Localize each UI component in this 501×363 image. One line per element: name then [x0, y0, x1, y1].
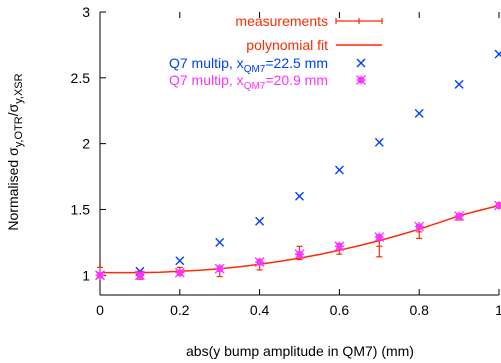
- legend-label-blue-sub: QM7: [244, 64, 266, 75]
- x-tick-label: 0: [96, 302, 104, 318]
- legend-label-magenta: Q7 multip, xQM7=20.9 mm: [169, 72, 328, 92]
- magenta-point: [334, 241, 345, 252]
- x-tick-label: 0.8: [409, 302, 429, 318]
- legend-swatch-blue: [356, 58, 366, 68]
- y-tick-label: 2: [82, 136, 90, 152]
- y-tick-label: 2.5: [71, 70, 91, 86]
- x-tick-label: 0.4: [250, 302, 270, 318]
- magenta-point: [214, 263, 225, 274]
- legend-label-blue-tail: =22.5 mm: [265, 55, 328, 71]
- legend-label-magenta-tail: =20.9 mm: [265, 72, 328, 88]
- x-tick-label: 1: [495, 302, 501, 318]
- magenta-point: [454, 211, 465, 221]
- legend-swatch-measurements: [335, 18, 383, 24]
- magenta-point: [294, 249, 305, 260]
- magenta-point: [174, 267, 185, 278]
- legend-label-magenta-main: Q7 multip, x: [169, 72, 244, 88]
- y-tick-label: 1: [82, 267, 90, 283]
- blue-x-point: [255, 216, 265, 226]
- blue-x-point: [215, 237, 225, 247]
- blue-x-point: [454, 79, 464, 89]
- magenta-point: [134, 270, 145, 281]
- blue-x-point: [374, 137, 384, 147]
- blue-x-point: [494, 49, 501, 59]
- legend-label-magenta-sub: QM7: [244, 81, 266, 92]
- magenta-point: [494, 200, 501, 211]
- legend-label-fit: polynomial fit: [246, 37, 328, 53]
- blue-x-point: [414, 108, 424, 118]
- magenta-point: [95, 270, 105, 281]
- y-axis-label-main: Normalised σ: [5, 147, 21, 231]
- blue-x-point: [334, 165, 344, 175]
- y-axis-label-slash: /σ: [5, 103, 21, 116]
- legend-label-blue-main: Q7 multip, x: [169, 55, 244, 71]
- legend-label-blue: Q7 multip, xQM7=22.5 mm: [169, 55, 328, 75]
- blue-x-point: [295, 191, 304, 201]
- y-tick-label: 3: [82, 4, 90, 20]
- y-tick-label: 1.5: [71, 201, 91, 217]
- blue-x-point: [175, 256, 185, 266]
- series-layer: [95, 49, 501, 281]
- y-axis-label-sub1: y,OTR: [13, 116, 25, 147]
- magenta-point: [414, 221, 425, 232]
- plot-area: [99, 12, 499, 296]
- magenta-point: [254, 257, 265, 268]
- y-axis-label: Normalised σy,OTR/σy,XSR: [5, 73, 25, 230]
- magenta-point: [374, 232, 385, 243]
- ticks: 0 0.2 0.4 0.6 0.8 1 1 1.5 2 2.5 3: [71, 4, 501, 318]
- fit-line: [100, 204, 500, 274]
- x-axis-label: abs(y bump amplitude in QM7) (mm): [186, 343, 414, 359]
- x-tick-label: 0.2: [170, 302, 190, 318]
- legend-label-measurements: measurements: [235, 13, 328, 29]
- y-axis-label-sub2: y,XSR: [13, 73, 25, 103]
- legend-swatch-magenta: [356, 75, 366, 85]
- x-tick-label: 0.6: [330, 302, 350, 318]
